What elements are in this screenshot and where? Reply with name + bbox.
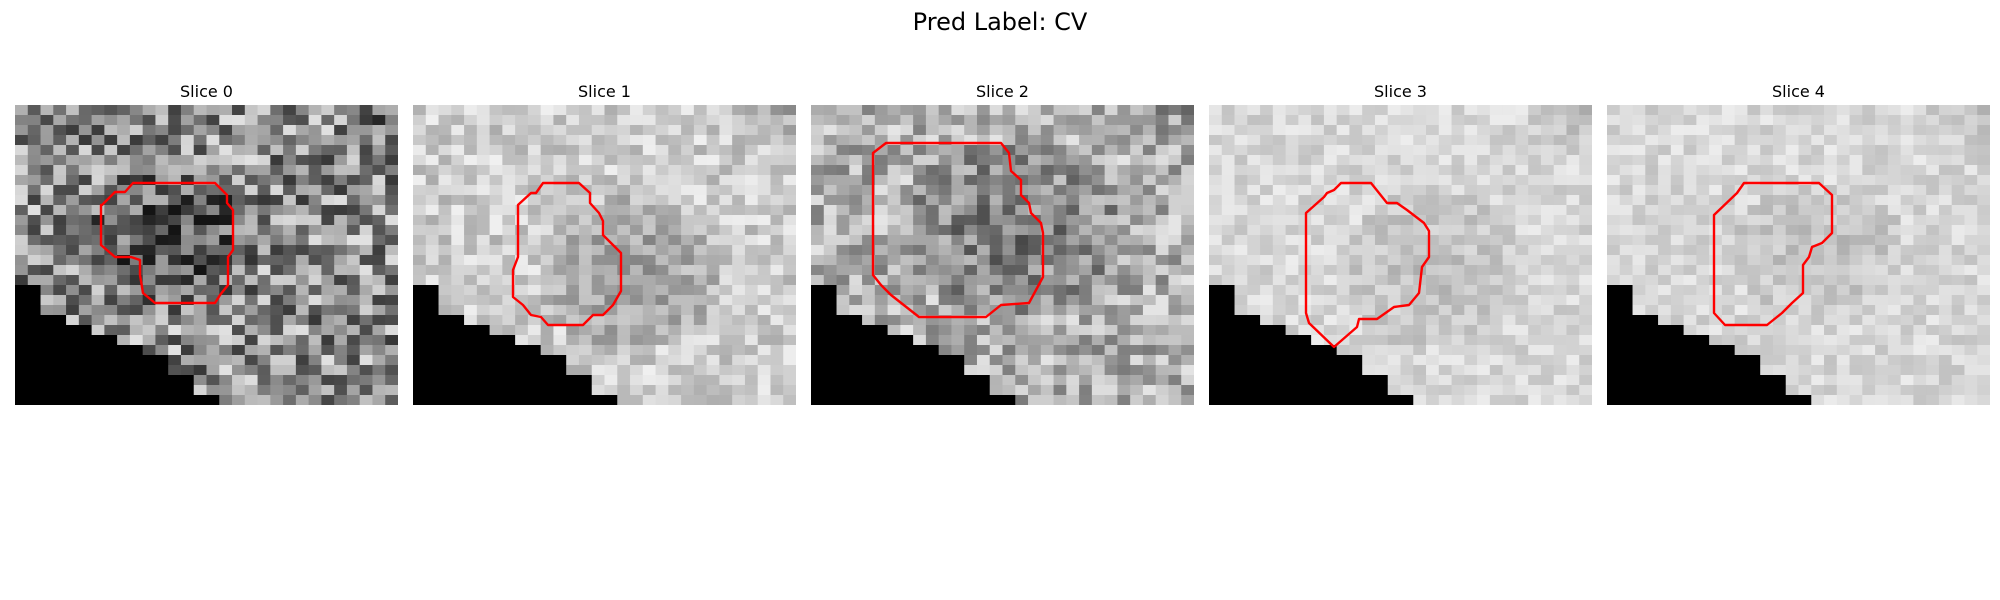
ct-pixel-grid: [811, 105, 1194, 405]
slice-image-0: [15, 105, 398, 405]
ct-pixel-grid: [15, 105, 398, 405]
slice-panel-4: Slice 4: [1607, 83, 1990, 405]
ct-pixel-grid: [1209, 105, 1592, 405]
slice-panel-3: Slice 3: [1209, 83, 1592, 405]
slice-title-4: Slice 4: [1772, 82, 1825, 101]
slice-title-2: Slice 2: [976, 82, 1029, 101]
figure-title: Pred Label: CV: [912, 8, 1088, 36]
segmentation-contour: [1712, 181, 1834, 327]
segmentation-contour: [99, 181, 235, 305]
slice-panel-0: Slice 0: [15, 83, 398, 405]
ct-pixel-grid: [1607, 105, 1990, 405]
slice-title-1: Slice 1: [578, 82, 631, 101]
slice-image-1: [413, 105, 796, 405]
slice-title-3: Slice 3: [1374, 82, 1427, 101]
slice-image-2: [811, 105, 1194, 405]
segmentation-contour: [1304, 181, 1431, 349]
slice-image-3: [1209, 105, 1592, 405]
slice-panel-2: Slice 2: [811, 83, 1194, 405]
ct-pixel-grid: [413, 105, 796, 405]
slice-title-0: Slice 0: [180, 82, 233, 101]
slice-panel-1: Slice 1: [413, 83, 796, 405]
segmentation-contour: [511, 181, 623, 327]
slice-image-4: [1607, 105, 1990, 405]
segmentation-contour: [871, 141, 1045, 319]
